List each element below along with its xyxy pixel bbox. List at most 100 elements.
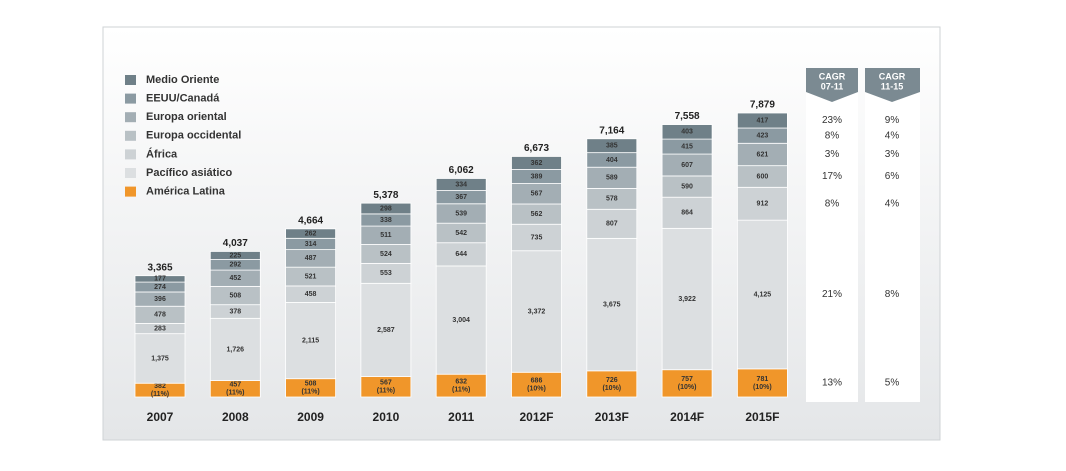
share-label: (10%): [678, 384, 697, 391]
segment-label: 521: [305, 273, 317, 280]
legend-swatch: [125, 112, 136, 123]
cagr-value: 3%: [825, 149, 840, 160]
segment-label: 404: [606, 157, 618, 164]
total-label: 3,365: [147, 262, 172, 273]
segment-label: 177: [154, 276, 166, 283]
segment-label: 511: [380, 232, 391, 239]
share-label: (10%): [527, 385, 546, 392]
segment-label: 452: [229, 275, 241, 282]
share-label: (11%): [301, 389, 319, 396]
segment-label: 590: [681, 183, 693, 190]
segment-label: 1,375: [151, 355, 169, 362]
segment-label: 539: [455, 210, 467, 217]
segment-label: 415: [681, 143, 693, 150]
segment-label: 457: [229, 382, 241, 389]
segment-label: 508: [305, 381, 317, 388]
bar-segment: [661, 124, 713, 140]
segment-label: 362: [531, 160, 543, 167]
segment-label: 600: [757, 173, 769, 180]
bar-segment: [134, 275, 186, 283]
segment-label: 298: [380, 205, 392, 212]
cagr-value: 13%: [822, 378, 842, 389]
share-label: (10%): [753, 384, 772, 391]
share-label: (11%): [452, 386, 470, 393]
segment-label: 508: [229, 292, 241, 299]
total-label: 7,164: [599, 125, 624, 136]
segment-label: 396: [154, 296, 166, 303]
cagr-column: [806, 90, 858, 402]
bar-segment: [661, 227, 713, 371]
segment-label: 735: [531, 234, 543, 241]
x-tick-label: 2007: [147, 410, 174, 424]
cagr-value: 5%: [885, 378, 900, 389]
segment-label: 338: [380, 217, 392, 224]
segment-label: 757: [681, 376, 693, 383]
total-label: 6,062: [449, 165, 474, 176]
bar-segment: [134, 333, 186, 384]
segment-label: 567: [531, 191, 543, 198]
segment-label: 487: [305, 255, 317, 262]
x-tick-label: 2009: [297, 410, 324, 424]
share-label: (11%): [226, 390, 244, 397]
segment-label: 389: [531, 173, 543, 180]
cagr-value: 8%: [885, 289, 900, 300]
bar-segment: [737, 112, 788, 129]
segment-label: 478: [154, 312, 166, 319]
segment-label: 225: [229, 252, 241, 259]
bar-segment: [737, 219, 788, 370]
bar-segment: [661, 196, 713, 229]
cagr-value: 4%: [885, 130, 900, 141]
bar-segment: [435, 265, 487, 375]
segment-label: 3,004: [452, 317, 470, 324]
segment-label: 632: [455, 378, 467, 385]
segment-label: 607: [681, 162, 693, 169]
segment-label: 686: [531, 377, 543, 384]
segment-label: 621: [757, 151, 769, 158]
legend-swatch: [125, 186, 136, 197]
bar-segment: [209, 251, 261, 260]
cagr-value: 21%: [822, 289, 842, 300]
cagr-value: 3%: [885, 149, 900, 160]
cagr-header: CAGR: [819, 71, 846, 81]
segment-label: 385: [606, 143, 618, 150]
cagr-value: 8%: [825, 198, 840, 209]
segment-label: 781: [757, 376, 769, 383]
cagr-header: 07-11: [821, 81, 844, 91]
cagr-value: 4%: [885, 198, 900, 209]
total-label: 4,664: [298, 215, 323, 226]
legend-swatch: [125, 75, 136, 85]
x-tick-label: 2011: [448, 410, 474, 424]
bar-segment: [511, 371, 562, 398]
segment-label: 367: [455, 194, 467, 201]
x-tick-label: 2014F: [670, 410, 704, 424]
segment-label: 567: [380, 380, 392, 387]
legend-swatch: [125, 130, 136, 141]
segment-label: 458: [305, 291, 317, 298]
share-label: (11%): [151, 391, 169, 398]
cagr-value: 17%: [822, 171, 842, 182]
legend-swatch: [125, 168, 136, 178]
segment-label: 283: [154, 325, 166, 332]
bar-segment: [285, 302, 337, 380]
bar-segment: [285, 228, 337, 239]
bar-segment: [586, 208, 638, 239]
share-label: (10%): [602, 385, 621, 392]
legend-label: Medio Oriente: [146, 74, 219, 86]
bar-segment: [586, 138, 638, 154]
total-label: 7,879: [750, 100, 775, 111]
legend-label: África: [146, 147, 178, 160]
segment-label: 807: [606, 221, 618, 228]
segment-label: 3,372: [528, 308, 546, 315]
legend-label: Pacífico asiático: [146, 167, 232, 179]
segment-label: 542: [455, 230, 467, 237]
segment-label: 314: [305, 241, 317, 248]
x-tick-label: 2013F: [595, 410, 629, 424]
segment-label: 403: [681, 129, 693, 136]
x-tick-label: 2010: [373, 410, 400, 424]
cagr-column: [865, 90, 920, 402]
cagr-header-shape: [806, 68, 858, 102]
bar-segment: [360, 282, 412, 377]
bar-segment: [511, 223, 562, 252]
bar-segment: [737, 186, 788, 221]
